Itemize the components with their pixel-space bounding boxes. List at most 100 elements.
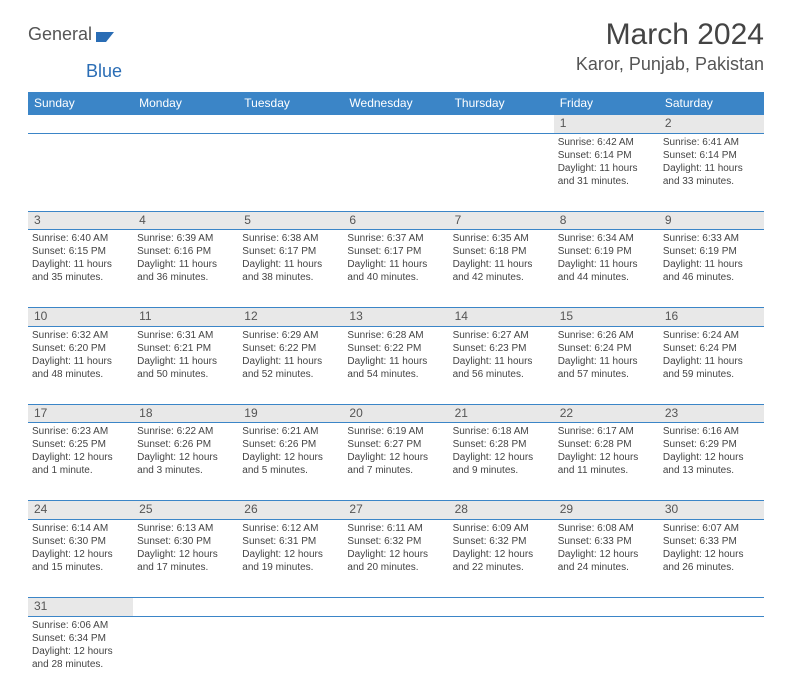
sunset-line: Sunset: 6:20 PM [32,342,129,355]
daylight-line: Daylight: 11 hours and 38 minutes. [242,258,339,284]
sunrise-line: Sunrise: 6:09 AM [453,522,550,535]
sunrise-line: Sunrise: 6:33 AM [663,232,760,245]
day-cell: Sunrise: 6:18 AMSunset: 6:28 PMDaylight:… [449,423,554,501]
day-cell: Sunrise: 6:39 AMSunset: 6:16 PMDaylight:… [133,230,238,308]
day-cell [449,616,554,694]
day-cell: Sunrise: 6:31 AMSunset: 6:21 PMDaylight:… [133,326,238,404]
location-text: Karor, Punjab, Pakistan [576,54,764,75]
sunrise-line: Sunrise: 6:40 AM [32,232,129,245]
day-number [238,597,343,616]
sunset-line: Sunset: 6:17 PM [242,245,339,258]
day-cell [133,133,238,211]
calendar-table: SundayMondayTuesdayWednesdayThursdayFrid… [28,92,764,694]
day-cell [343,133,448,211]
day-number: 25 [133,501,238,520]
day-cell: Sunrise: 6:13 AMSunset: 6:30 PMDaylight:… [133,519,238,597]
sunset-line: Sunset: 6:16 PM [137,245,234,258]
day-cell: Sunrise: 6:06 AMSunset: 6:34 PMDaylight:… [28,616,133,694]
title-block: March 2024 Karor, Punjab, Pakistan [576,18,764,75]
day-number: 5 [238,211,343,230]
sunrise-line: Sunrise: 6:07 AM [663,522,760,535]
daylight-line: Daylight: 12 hours and 5 minutes. [242,451,339,477]
day-cell: Sunrise: 6:08 AMSunset: 6:33 PMDaylight:… [554,519,659,597]
daylight-line: Daylight: 12 hours and 15 minutes. [32,548,129,574]
day-cell: Sunrise: 6:29 AMSunset: 6:22 PMDaylight:… [238,326,343,404]
day-cell: Sunrise: 6:17 AMSunset: 6:28 PMDaylight:… [554,423,659,501]
sunset-line: Sunset: 6:14 PM [558,149,655,162]
daylight-line: Daylight: 11 hours and 48 minutes. [32,355,129,381]
sunrise-line: Sunrise: 6:23 AM [32,425,129,438]
day-cell: Sunrise: 6:22 AMSunset: 6:26 PMDaylight:… [133,423,238,501]
day-number: 19 [238,404,343,423]
daylight-line: Daylight: 12 hours and 17 minutes. [137,548,234,574]
sunset-line: Sunset: 6:31 PM [242,535,339,548]
sunrise-line: Sunrise: 6:19 AM [347,425,444,438]
daynum-row: 12 [28,115,764,134]
day-cell: Sunrise: 6:35 AMSunset: 6:18 PMDaylight:… [449,230,554,308]
daylight-line: Daylight: 11 hours and 35 minutes. [32,258,129,284]
day-cell: Sunrise: 6:14 AMSunset: 6:30 PMDaylight:… [28,519,133,597]
weekday-header: Thursday [449,92,554,115]
day-number: 22 [554,404,659,423]
sunset-line: Sunset: 6:30 PM [137,535,234,548]
day-cell: Sunrise: 6:07 AMSunset: 6:33 PMDaylight:… [659,519,764,597]
day-number [133,115,238,134]
day-cell: Sunrise: 6:34 AMSunset: 6:19 PMDaylight:… [554,230,659,308]
daylight-line: Daylight: 11 hours and 31 minutes. [558,162,655,188]
day-number [343,597,448,616]
daynum-row: 10111213141516 [28,308,764,327]
brand-logo: General [28,24,116,45]
daynum-row: 31 [28,597,764,616]
daylight-line: Daylight: 11 hours and 44 minutes. [558,258,655,284]
daylight-line: Daylight: 11 hours and 52 minutes. [242,355,339,381]
day-number: 1 [554,115,659,134]
daylight-line: Daylight: 12 hours and 28 minutes. [32,645,129,671]
month-title: March 2024 [576,18,764,52]
sunrise-line: Sunrise: 6:41 AM [663,136,760,149]
day-cell: Sunrise: 6:37 AMSunset: 6:17 PMDaylight:… [343,230,448,308]
sunset-line: Sunset: 6:19 PM [663,245,760,258]
day-number: 18 [133,404,238,423]
sunrise-line: Sunrise: 6:08 AM [558,522,655,535]
sunset-line: Sunset: 6:26 PM [137,438,234,451]
sunrise-line: Sunrise: 6:28 AM [347,329,444,342]
sunrise-line: Sunrise: 6:31 AM [137,329,234,342]
sunrise-line: Sunrise: 6:22 AM [137,425,234,438]
day-number: 9 [659,211,764,230]
day-cell [28,133,133,211]
day-number: 20 [343,404,448,423]
day-cell [238,616,343,694]
sunrise-line: Sunrise: 6:21 AM [242,425,339,438]
day-cell: Sunrise: 6:26 AMSunset: 6:24 PMDaylight:… [554,326,659,404]
content-row: Sunrise: 6:06 AMSunset: 6:34 PMDaylight:… [28,616,764,694]
daylight-line: Daylight: 12 hours and 20 minutes. [347,548,444,574]
sunset-line: Sunset: 6:15 PM [32,245,129,258]
daylight-line: Daylight: 11 hours and 54 minutes. [347,355,444,381]
daylight-line: Daylight: 12 hours and 13 minutes. [663,451,760,477]
day-cell: Sunrise: 6:19 AMSunset: 6:27 PMDaylight:… [343,423,448,501]
day-cell: Sunrise: 6:41 AMSunset: 6:14 PMDaylight:… [659,133,764,211]
daylight-line: Daylight: 11 hours and 40 minutes. [347,258,444,284]
daynum-row: 3456789 [28,211,764,230]
day-cell: Sunrise: 6:09 AMSunset: 6:32 PMDaylight:… [449,519,554,597]
content-row: Sunrise: 6:32 AMSunset: 6:20 PMDaylight:… [28,326,764,404]
day-number: 28 [449,501,554,520]
day-number: 14 [449,308,554,327]
daylight-line: Daylight: 12 hours and 11 minutes. [558,451,655,477]
sunrise-line: Sunrise: 6:29 AM [242,329,339,342]
daylight-line: Daylight: 11 hours and 50 minutes. [137,355,234,381]
day-cell: Sunrise: 6:24 AMSunset: 6:24 PMDaylight:… [659,326,764,404]
weekday-header: Friday [554,92,659,115]
day-cell [133,616,238,694]
sunset-line: Sunset: 6:32 PM [347,535,444,548]
sunset-line: Sunset: 6:24 PM [558,342,655,355]
day-number [238,115,343,134]
day-number: 24 [28,501,133,520]
day-cell: Sunrise: 6:21 AMSunset: 6:26 PMDaylight:… [238,423,343,501]
day-number: 10 [28,308,133,327]
sunrise-line: Sunrise: 6:42 AM [558,136,655,149]
brand-part1: General [28,24,92,45]
day-number [28,115,133,134]
sunset-line: Sunset: 6:24 PM [663,342,760,355]
day-number: 7 [449,211,554,230]
